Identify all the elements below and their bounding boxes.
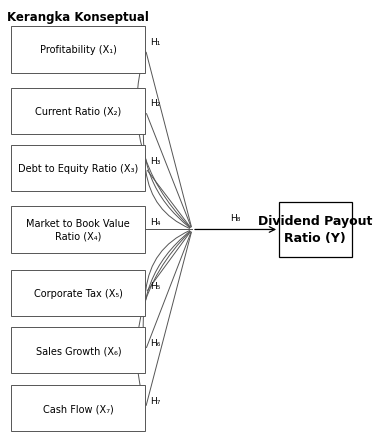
Text: H₈: H₈ — [231, 213, 241, 222]
Text: Market to Book Value
Ratio (X₄): Market to Book Value Ratio (X₄) — [26, 219, 130, 241]
Text: H₂: H₂ — [150, 99, 161, 108]
Text: Profitability (X₁): Profitability (X₁) — [40, 46, 117, 55]
Text: H₅: H₅ — [150, 281, 161, 290]
FancyBboxPatch shape — [11, 385, 145, 431]
Text: Kerangka Konseptual: Kerangka Konseptual — [7, 11, 149, 24]
Text: Debt to Equity Ratio (X₃): Debt to Equity Ratio (X₃) — [18, 164, 138, 173]
Text: Dividend Payout
Ratio (Y): Dividend Payout Ratio (Y) — [258, 215, 372, 245]
FancyBboxPatch shape — [11, 207, 145, 253]
FancyBboxPatch shape — [11, 270, 145, 316]
Text: Corporate Tax (X₅): Corporate Tax (X₅) — [34, 289, 123, 298]
Text: H₄: H₄ — [150, 217, 161, 226]
FancyBboxPatch shape — [11, 328, 145, 373]
FancyBboxPatch shape — [11, 145, 145, 192]
FancyBboxPatch shape — [11, 27, 145, 73]
Text: Sales Growth (X₆): Sales Growth (X₆) — [35, 346, 121, 355]
Text: H₇: H₇ — [150, 396, 161, 405]
FancyBboxPatch shape — [11, 88, 145, 135]
Text: Current Ratio (X₂): Current Ratio (X₂) — [35, 107, 122, 117]
Text: H₃: H₃ — [150, 156, 161, 165]
Text: H₆: H₆ — [150, 338, 161, 347]
FancyBboxPatch shape — [279, 202, 351, 257]
Text: Cash Flow (X₇): Cash Flow (X₇) — [43, 403, 114, 413]
Text: H₁: H₁ — [150, 38, 161, 47]
